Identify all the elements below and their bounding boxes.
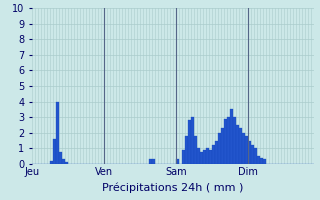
X-axis label: Précipitations 24h ( mm ): Précipitations 24h ( mm ): [102, 182, 244, 193]
Bar: [224, 119, 227, 164]
Bar: [218, 133, 221, 164]
Bar: [230, 109, 233, 164]
Bar: [236, 125, 239, 164]
Bar: [185, 136, 188, 164]
Bar: [200, 152, 203, 164]
Bar: [215, 141, 218, 164]
Bar: [227, 117, 230, 164]
Bar: [233, 117, 236, 164]
Bar: [152, 159, 155, 164]
Bar: [203, 150, 206, 164]
Bar: [53, 139, 56, 164]
Bar: [194, 136, 197, 164]
Bar: [212, 145, 215, 164]
Bar: [239, 128, 242, 164]
Bar: [176, 159, 179, 164]
Bar: [221, 128, 224, 164]
Bar: [260, 158, 263, 164]
Bar: [197, 148, 200, 164]
Bar: [50, 161, 53, 164]
Bar: [188, 120, 191, 164]
Bar: [59, 152, 62, 164]
Bar: [182, 150, 185, 164]
Bar: [191, 117, 194, 164]
Bar: [257, 156, 260, 164]
Bar: [65, 162, 68, 164]
Bar: [209, 150, 212, 164]
Bar: [245, 136, 248, 164]
Bar: [56, 102, 59, 164]
Bar: [248, 141, 251, 164]
Bar: [149, 159, 152, 164]
Bar: [206, 148, 209, 164]
Bar: [254, 148, 257, 164]
Bar: [242, 133, 245, 164]
Bar: [263, 159, 266, 164]
Bar: [62, 159, 65, 164]
Bar: [251, 145, 254, 164]
